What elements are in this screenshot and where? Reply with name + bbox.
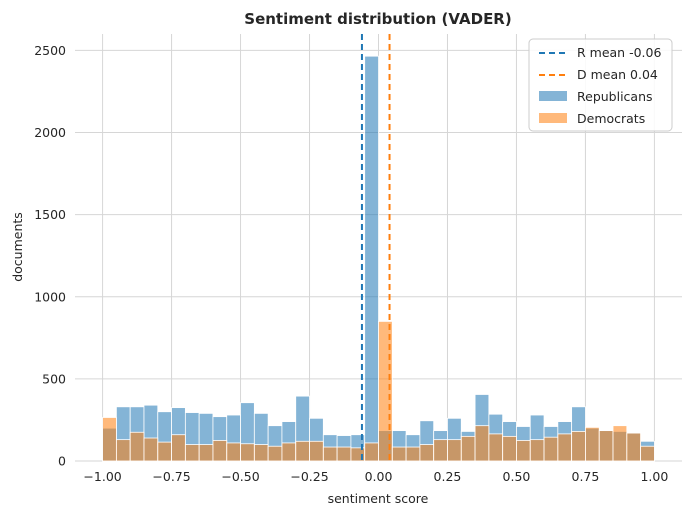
democrats-bar xyxy=(433,439,448,462)
x-tick-label: −0.75 xyxy=(152,469,190,484)
democrats-bar xyxy=(391,446,407,462)
democrats-bar xyxy=(102,417,117,462)
democrats-bar xyxy=(198,444,214,462)
x-tick-label: −0.25 xyxy=(290,469,328,484)
y-tick-label: 1500 xyxy=(34,207,66,222)
legend-republicans-swatch xyxy=(539,91,567,101)
democrats-bar xyxy=(460,435,476,462)
x-tick-label: −1.00 xyxy=(83,469,121,484)
democrats-bar xyxy=(143,437,159,462)
democrats-bar xyxy=(336,446,352,462)
democrats-bar xyxy=(571,431,586,462)
y-tick-label: 2000 xyxy=(34,125,66,140)
democrats-bar xyxy=(322,446,338,462)
democrats-bar xyxy=(626,432,642,462)
democrats-bar xyxy=(295,440,310,462)
y-tick-labels: 0 500 1000 1500 2000 2500 xyxy=(34,43,66,469)
x-tick-label: 1.00 xyxy=(640,469,668,484)
y-axis-label: documents xyxy=(10,212,25,282)
y-tick-label: 2500 xyxy=(34,43,66,58)
democrats-bar xyxy=(240,443,255,462)
democrats-bar xyxy=(171,434,186,462)
legend-democrats-swatch xyxy=(539,113,567,123)
x-tick-label: −0.50 xyxy=(221,469,259,484)
mean-reference-lines xyxy=(360,34,391,461)
y-tick-label: 500 xyxy=(42,371,66,386)
democrats-bar xyxy=(226,442,241,462)
legend-r-mean-label: R mean -0.06 xyxy=(577,45,661,60)
chart-title: Sentiment distribution (VADER) xyxy=(244,10,511,28)
democrats-bar xyxy=(378,321,393,462)
x-tick-label: 0.00 xyxy=(365,469,393,484)
democrats-bar xyxy=(184,444,200,462)
democrats-bar xyxy=(529,439,545,462)
democrats-bar xyxy=(488,433,504,462)
democrats-bar xyxy=(598,430,614,462)
legend-box xyxy=(528,38,673,132)
republicans-bar xyxy=(364,55,379,462)
legend-d-mean-label: D mean 0.04 xyxy=(577,67,658,82)
democrats-bar xyxy=(364,442,379,462)
democrats-bar xyxy=(543,436,559,462)
y-tick-label: 0 xyxy=(58,454,66,469)
legend: R mean -0.06 D mean 0.04 Republicans Dem… xyxy=(528,38,673,132)
y-tick-label: 1000 xyxy=(34,289,66,304)
democrats-bar xyxy=(612,425,628,462)
x-axis-label: sentiment score xyxy=(328,491,429,506)
democrats-bar xyxy=(502,435,517,462)
democrats-bar xyxy=(115,439,131,462)
democrats-bar xyxy=(419,444,435,462)
democrats-bar xyxy=(516,440,531,462)
x-tick-label: 0.75 xyxy=(572,469,600,484)
democrats-bar xyxy=(157,441,172,462)
democrats-bar xyxy=(212,440,228,462)
legend-democrats-label: Democrats xyxy=(577,111,645,126)
democrats-bar xyxy=(447,439,462,462)
democrats-bar xyxy=(267,445,283,462)
democrats-bar xyxy=(557,433,573,462)
democrats-bar xyxy=(309,440,324,462)
legend-republicans-label: Republicans xyxy=(577,89,653,104)
democrats-bar xyxy=(474,425,490,462)
democrats-bar xyxy=(281,442,297,462)
democrats-bar xyxy=(405,446,421,462)
democrats-bar xyxy=(585,426,600,462)
x-tick-label: 0.50 xyxy=(503,469,531,484)
democrats-bar xyxy=(640,445,655,462)
democrats-bar xyxy=(129,431,145,462)
x-tick-labels: −1.00 −0.75 −0.50 −0.25 0.00 0.25 0.50 0.75 1.00 xyxy=(83,469,668,484)
democrats-bar xyxy=(253,444,269,462)
x-tick-label: 0.25 xyxy=(434,469,462,484)
